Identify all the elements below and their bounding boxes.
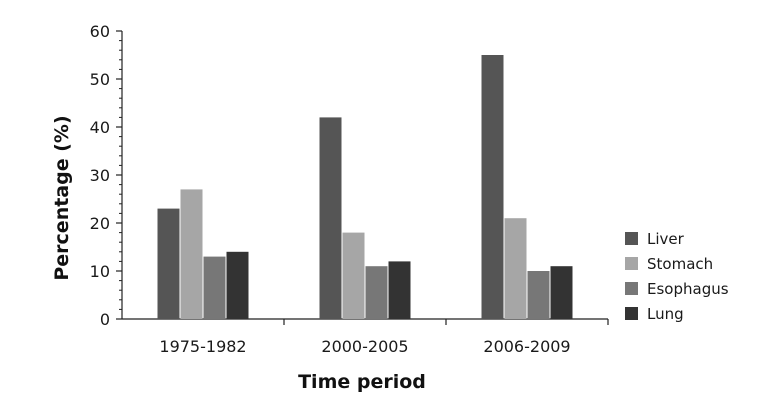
- y-axis-title: Percentage (%): [51, 115, 73, 280]
- legend: Liver Stomach Esophagus Lung: [625, 230, 729, 323]
- bar-stomach-1975-1982: [180, 189, 203, 319]
- bar-esophagus-2006-2009: [527, 271, 550, 319]
- bar-esophagus-1975-1982: [203, 256, 226, 319]
- bars: [157, 55, 573, 320]
- y-tick-label: 50: [90, 70, 110, 89]
- legend-label-lung: Lung: [647, 305, 684, 323]
- legend-swatch-esophagus: [625, 282, 638, 295]
- bar-stomach-2006-2009: [504, 218, 527, 319]
- y-tick-label: 20: [90, 214, 110, 233]
- bar-lung-1975-1982: [226, 251, 249, 319]
- y-tick-label: 30: [90, 166, 110, 185]
- legend-label-esophagus: Esophagus: [647, 280, 729, 298]
- y-tick-label: 10: [90, 262, 110, 281]
- bar-lung-2006-2009: [550, 266, 573, 319]
- bar-liver-2006-2009: [481, 55, 504, 319]
- bar-liver-1975-1982: [157, 208, 180, 319]
- legend-swatch-stomach: [625, 257, 638, 270]
- y-tick-label: 40: [90, 118, 110, 137]
- legend-swatch-liver: [625, 232, 638, 245]
- bar-esophagus-2000-2005: [365, 266, 388, 319]
- y-axis: 0 10 20 30 40 50 60: [90, 22, 123, 329]
- bar-stomach-2000-2005: [342, 232, 365, 319]
- x-tick-label: 2000-2005: [321, 337, 408, 356]
- y-tick-label: 0: [100, 310, 110, 329]
- x-axis-title: Time period: [298, 371, 426, 393]
- x-tick-label: 2006-2009: [483, 337, 570, 356]
- y-tick-label: 60: [90, 22, 110, 41]
- bar-lung-2000-2005: [388, 261, 411, 319]
- legend-swatch-lung: [625, 307, 638, 320]
- bar-liver-2000-2005: [319, 117, 342, 320]
- x-axis: 1975-1982 2000-2005 2006-2009: [122, 318, 609, 356]
- x-tick-label: 1975-1982: [159, 337, 246, 356]
- legend-label-liver: Liver: [647, 230, 685, 248]
- legend-label-stomach: Stomach: [647, 255, 713, 273]
